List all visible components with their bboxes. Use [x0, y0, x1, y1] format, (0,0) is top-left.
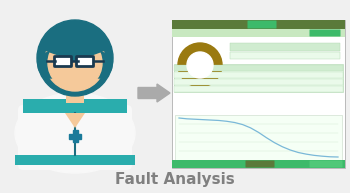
- Circle shape: [99, 57, 111, 69]
- Circle shape: [178, 43, 222, 87]
- Circle shape: [48, 36, 102, 90]
- Circle shape: [37, 20, 113, 96]
- FancyBboxPatch shape: [172, 160, 345, 168]
- FancyBboxPatch shape: [175, 115, 342, 160]
- FancyBboxPatch shape: [55, 57, 71, 67]
- FancyBboxPatch shape: [66, 89, 84, 103]
- Circle shape: [39, 57, 51, 69]
- FancyBboxPatch shape: [230, 43, 340, 51]
- FancyBboxPatch shape: [230, 52, 340, 59]
- Circle shape: [45, 31, 105, 91]
- Ellipse shape: [15, 93, 135, 173]
- FancyBboxPatch shape: [174, 65, 343, 71]
- Text: Fault Analysis: Fault Analysis: [115, 172, 235, 187]
- FancyBboxPatch shape: [174, 72, 343, 78]
- FancyBboxPatch shape: [172, 20, 345, 168]
- Circle shape: [38, 52, 64, 78]
- FancyBboxPatch shape: [18, 105, 132, 170]
- FancyArrow shape: [138, 84, 170, 102]
- Circle shape: [86, 52, 112, 78]
- FancyBboxPatch shape: [245, 161, 274, 168]
- FancyBboxPatch shape: [247, 20, 276, 29]
- FancyBboxPatch shape: [172, 20, 345, 29]
- Circle shape: [187, 52, 213, 78]
- FancyBboxPatch shape: [309, 161, 343, 168]
- Polygon shape: [65, 113, 85, 128]
- Bar: [69, 134, 81, 139]
- Bar: [72, 130, 77, 142]
- FancyBboxPatch shape: [172, 29, 345, 37]
- FancyBboxPatch shape: [15, 155, 135, 165]
- FancyBboxPatch shape: [174, 64, 343, 92]
- FancyBboxPatch shape: [77, 57, 93, 67]
- FancyBboxPatch shape: [174, 79, 343, 85]
- FancyBboxPatch shape: [309, 30, 341, 36]
- FancyBboxPatch shape: [23, 99, 127, 113]
- Wedge shape: [39, 23, 111, 61]
- FancyBboxPatch shape: [174, 86, 343, 92]
